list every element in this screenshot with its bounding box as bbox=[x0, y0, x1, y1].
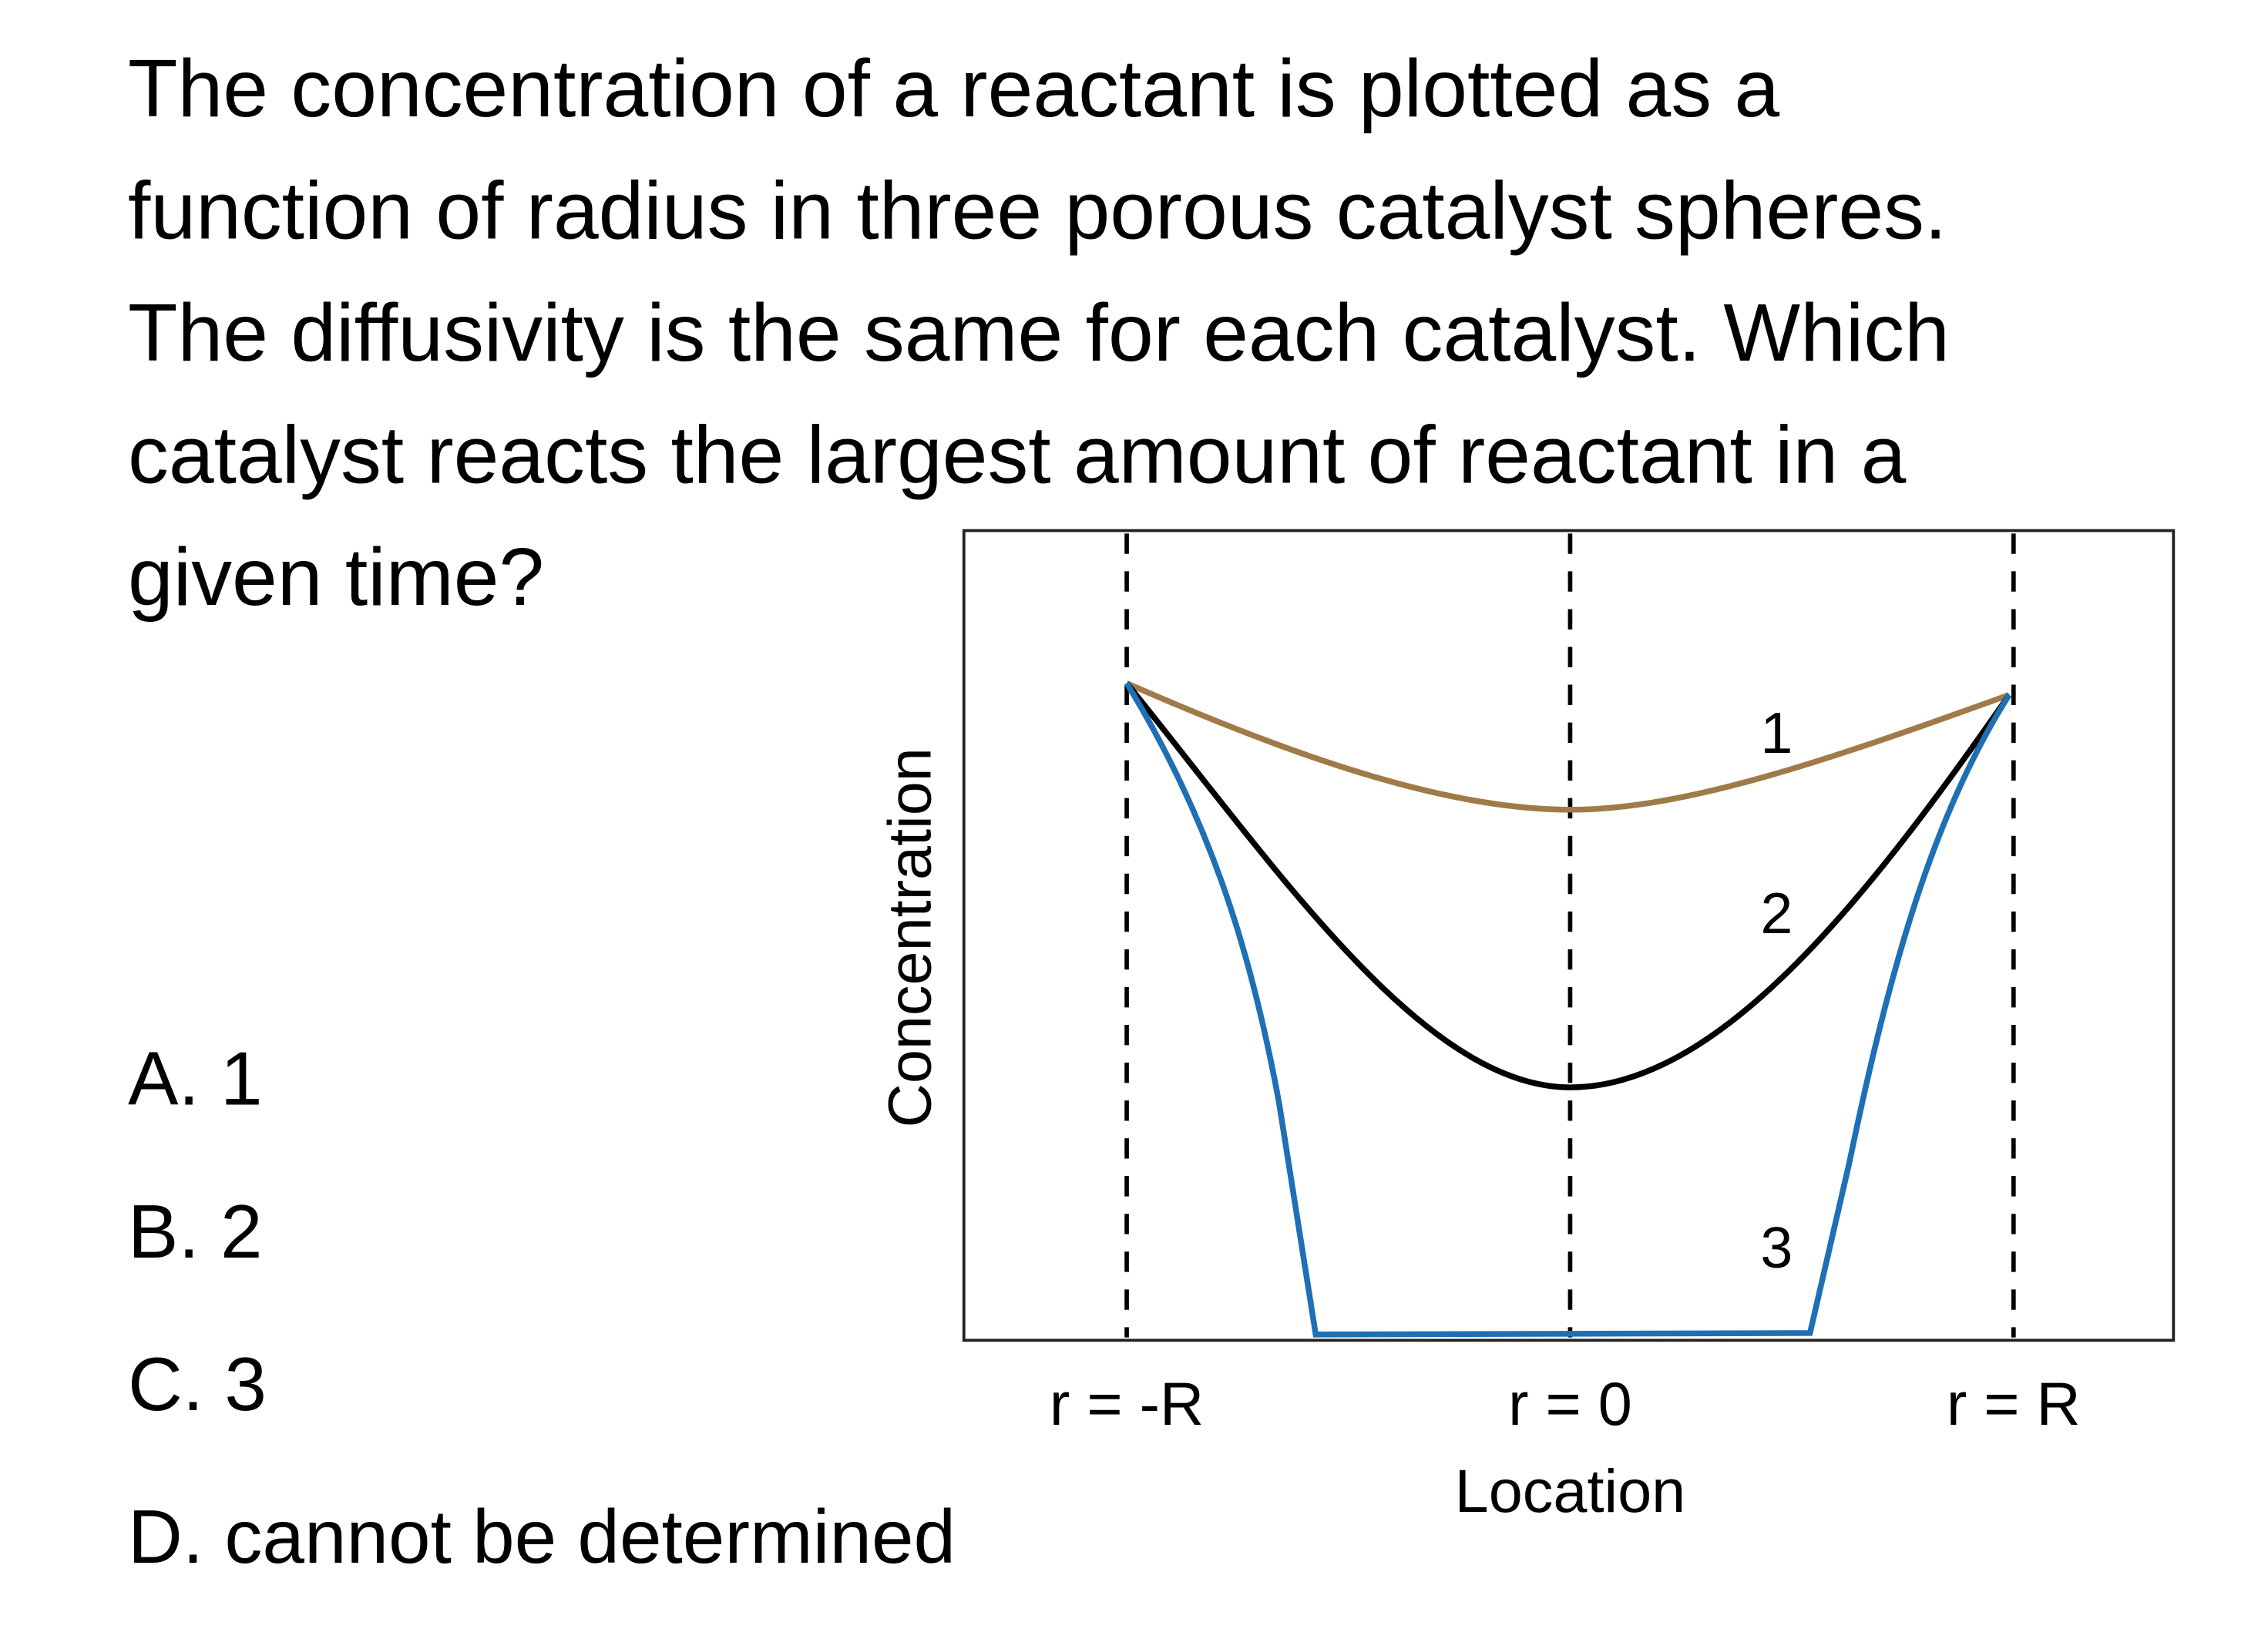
y-axis-label: Concentration bbox=[875, 747, 943, 1127]
question-line: The diffusivity is the same for each cat… bbox=[128, 287, 1950, 378]
question-line: The concentration of a reactant is plott… bbox=[128, 43, 1779, 134]
curve-2 bbox=[1124, 681, 2012, 1090]
x-tick-label: r = R bbox=[1947, 1369, 2081, 1438]
curve-label: 1 bbox=[1760, 700, 1793, 765]
question-line: given time? bbox=[128, 532, 544, 623]
option[interactable]: A. 1 bbox=[128, 1036, 262, 1121]
curve-label: 3 bbox=[1760, 1215, 1793, 1280]
question: The concentration of a reactant is plott… bbox=[128, 43, 1950, 623]
option[interactable]: C. 3 bbox=[128, 1342, 267, 1426]
x-tick-label: r = 0 bbox=[1508, 1369, 1632, 1438]
plot-frame bbox=[962, 529, 2176, 1342]
curve-3 bbox=[1124, 681, 2012, 1338]
curve-1 bbox=[1125, 680, 2011, 813]
x-axis-label: Location bbox=[1455, 1456, 1686, 1525]
option[interactable]: D. cannot be determined bbox=[128, 1494, 956, 1579]
options: A. 1 B. 2 C. 3 D. cannot be determined bbox=[128, 1036, 956, 1579]
option[interactable]: B. 2 bbox=[128, 1189, 262, 1274]
figure: 1 2 3 r = -R r = 0 r = R Location Concen… bbox=[875, 529, 2176, 1525]
question-line: function of radius in three porous catal… bbox=[128, 165, 1947, 256]
question-line: catalyst reacts the largest amount of re… bbox=[128, 409, 1907, 500]
x-tick-label: r = -R bbox=[1050, 1369, 1204, 1438]
curve-label: 2 bbox=[1760, 881, 1793, 945]
